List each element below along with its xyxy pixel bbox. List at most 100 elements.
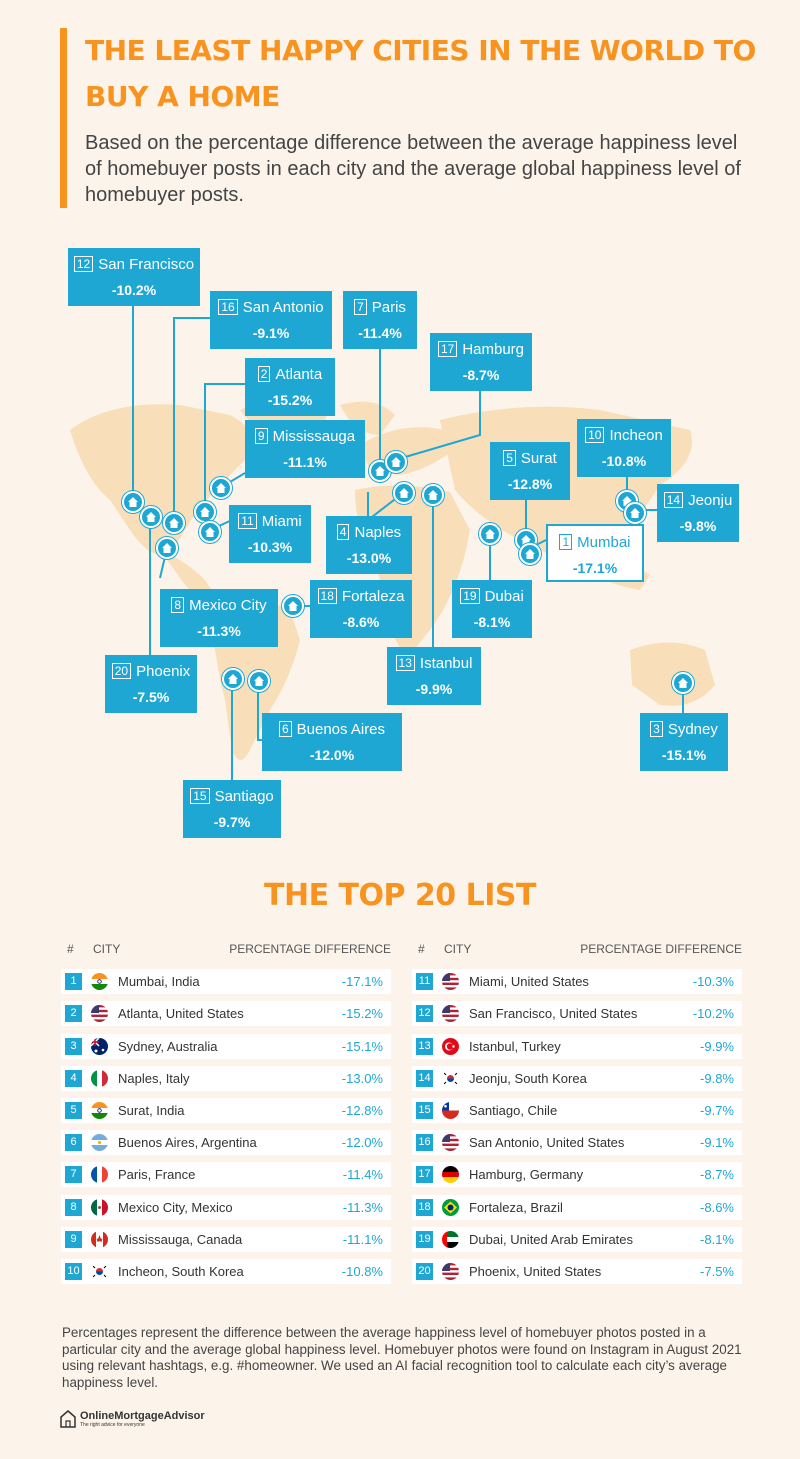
row-city: San Francisco, United States [469,1006,638,1022]
city-card-miami[interactable]: 11 Miami -10.3% [229,505,311,563]
city-value: -9.9% [415,681,453,697]
table-row: 14 Jeonju, South Korea -9.8% [412,1065,742,1091]
table-row: 16 San Antonio, United States -9.1% [412,1130,742,1156]
list-title: THE TOP 20 LIST [264,878,536,913]
city-card-fortaleza[interactable]: 18 Fortaleza -8.6% [310,580,412,638]
city-value: -8.6% [342,614,380,630]
house-icon [254,676,264,686]
table-row: 20 Phoenix, United States -7.5% [412,1258,742,1284]
map-pin-naples[interactable] [393,482,415,504]
table-row: 10 Incheon, South Korea -10.8% [61,1258,391,1284]
city-card-phoenix[interactable]: 20 Phoenix -7.5% [105,655,197,713]
city-card-incheon[interactable]: 10 Incheon -10.8% [577,419,671,477]
row-pct: -15.2% [341,1006,383,1022]
rank-badge: 7 [354,299,367,315]
city-card-san-antonio[interactable]: 16 San Antonio -9.1% [210,291,332,349]
map-pin-atlanta[interactable] [194,501,216,523]
map-pin-dubai[interactable] [479,523,501,545]
map-pin-buenos-aires[interactable] [248,670,270,692]
row-pct: -8.1% [700,1231,734,1247]
city-value: -8.7% [462,367,500,383]
flag-usa-icon [442,973,459,991]
city-card-buenos-aires[interactable]: 6 Buenos Aires -12.0% [262,713,402,771]
city-card-santiago[interactable]: 15 Santiago -9.7% [183,780,281,838]
row-city: Miami, United States [469,974,589,990]
brand-logo[interactable]: OnlineMortgageAdvisor The right advice f… [60,1410,205,1428]
map-pin-san-antonio[interactable] [163,512,185,534]
city-name: Hamburg [462,341,525,358]
city-card-istanbul[interactable]: 13 Istanbul -9.9% [387,647,481,705]
city-card-mississauga[interactable]: 9 Mississauga -11.1% [245,420,365,478]
rank-badge: 3 [650,721,663,737]
city-card-mumbai[interactable]: 1 Mumbai -17.1% [546,524,644,582]
city-card-sydney[interactable]: 3 Sydney -15.1% [640,713,728,771]
map-pin-phoenix[interactable] [140,506,162,528]
city-card-surat[interactable]: 5 Surat -12.8% [490,442,570,500]
map-pin-fortaleza[interactable] [282,595,304,617]
map-pin-istanbul[interactable] [422,484,444,506]
city-name: Fortaleza [341,588,405,605]
row-city: Sydney, Australia [118,1038,218,1054]
row-pct: -9.1% [700,1135,734,1151]
row-rank: 15 [416,1101,433,1119]
row-city: Dubai, United Arab Emirates [469,1231,634,1247]
city-value: -11.4% [358,325,402,341]
map-pin-miami[interactable] [199,521,221,543]
house-icon [521,535,531,545]
table-row: 13 Istanbul, Turkey -9.9% [412,1033,742,1059]
house-icon [525,549,535,559]
table-row: 2 Atlanta, United States -15.2% [61,1001,391,1027]
flag-chile-icon [442,1101,459,1119]
city-card-san-francisco[interactable]: 12 San Francisco -10.2% [68,248,200,306]
row-pct: -17.1% [341,974,383,990]
city-name: San Francisco [98,256,195,273]
city-card-paris[interactable]: 7 Paris -11.4% [343,291,417,349]
table-row: 11 Miami, United States -10.3% [412,969,742,995]
city-name: Mumbai [577,534,631,551]
world-map: 12 San Francisco -10.2% 16 San Antonio -9.1%… [0,230,800,850]
row-rank: 9 [65,1230,82,1248]
rank-badge: 10 [585,427,605,443]
row-city: Mississauga, Canada [118,1231,243,1247]
row-pct: -12.0% [341,1135,383,1151]
map-pin-san-francisco[interactable] [122,491,144,513]
city-name: San Antonio [242,299,324,316]
map-pin-hamburg[interactable] [385,451,407,473]
row-rank: 16 [416,1134,433,1152]
map-pin-jeonju[interactable] [624,502,646,524]
map-pin-sydney[interactable] [672,672,694,694]
table-row: 15 Santiago, Chile -9.7% [412,1097,742,1123]
table-row: 3 Sydney, Australia -15.1% [61,1033,391,1059]
city-card-atlanta[interactable]: 2 Atlanta -15.2% [245,358,335,416]
city-card-naples[interactable]: 4 Naples -13.0% [326,516,412,574]
city-value: -15.2% [267,392,313,408]
row-pct: -8.7% [700,1167,734,1183]
col-rank-header: # [418,942,425,956]
rank-badge: 14 [663,492,684,508]
city-value: -12.8% [507,476,553,492]
city-card-jeonju[interactable]: 14 Jeonju -9.8% [657,484,739,542]
table-row: 8 Mexico City, Mexico -11.3% [61,1194,391,1220]
row-rank: 6 [65,1134,82,1152]
table-row: 6 Buenos Aires, Argentina -12.0% [61,1130,391,1156]
house-icon [169,518,179,528]
rank-badge: 13 [395,655,415,671]
map-pin-mississauga[interactable] [210,477,232,499]
city-card-hamburg[interactable]: 17 Hamburg -8.7% [430,333,532,391]
row-rank: 2 [65,1005,82,1023]
flag-argentina-icon [91,1134,108,1152]
city-value: -9.7% [213,814,251,830]
map-pin-santiago[interactable] [222,668,244,690]
row-city: Paris, France [118,1167,196,1183]
row-pct: -9.9% [700,1038,734,1054]
page-subtitle: Based on the percentage difference betwe… [85,132,741,206]
city-card-mexico-city[interactable]: 8 Mexico City -11.3% [160,589,278,647]
city-card-dubai[interactable]: 19 Dubai -8.1% [452,580,532,638]
city-value: -11.1% [283,454,327,470]
flag-turkey-icon [442,1037,459,1055]
map-pin-mexico-city[interactable] [156,537,178,559]
map-pin-mumbai[interactable] [519,543,541,565]
row-pct: -13.0% [341,1070,383,1086]
flag-india-icon [91,1101,108,1119]
row-pct: -10.2% [692,1006,734,1022]
